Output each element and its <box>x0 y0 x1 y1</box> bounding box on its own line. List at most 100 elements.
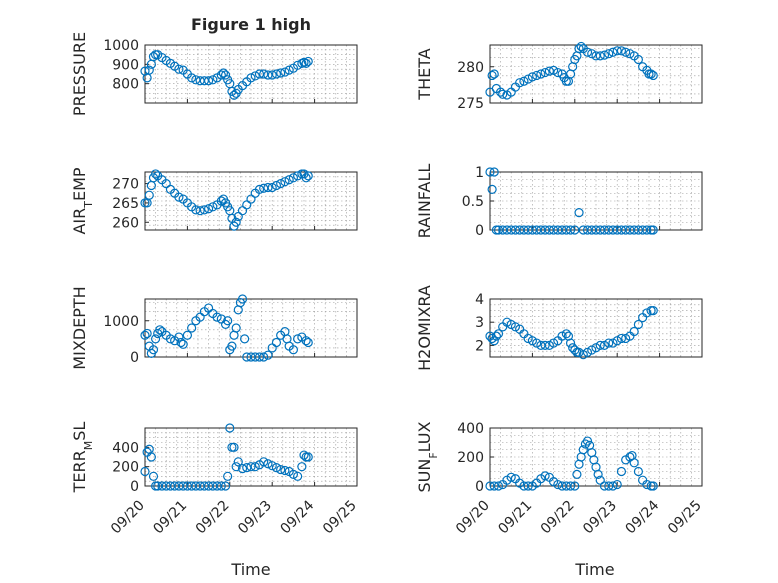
data-point <box>148 471 159 481</box>
data-point <box>616 466 627 477</box>
x-tick-label: 09/22 <box>193 498 233 538</box>
data-point <box>570 481 580 491</box>
y-tick-label: 400 <box>457 421 484 437</box>
data-point <box>246 462 256 472</box>
subplot-h2omixra: 2 3 4 H2OMIXRA <box>415 285 703 371</box>
x-tick-label: 09/24 <box>278 497 318 537</box>
subplot-sun-flux: 0 200 400 09/20 09/21 09/22 09/23 09/24 09/25 SUN… <box>415 421 705 537</box>
data-point <box>174 64 184 74</box>
data-point <box>151 334 161 344</box>
data-point <box>621 47 631 57</box>
x-tick-label: 09/23 <box>235 498 275 538</box>
data-point <box>489 481 499 491</box>
data-point <box>485 167 495 177</box>
subplot-pressure: 800 900 1000 PRESSURE <box>70 32 358 116</box>
x-tick-label: 09/22 <box>538 498 578 538</box>
y-tick-label: 900 <box>112 57 139 73</box>
y-tick-label: 1000 <box>103 314 139 330</box>
x-tick-label: 09/20 <box>453 498 493 538</box>
data-point <box>633 319 644 330</box>
data-point <box>223 316 233 326</box>
y-tick-label: 0 <box>475 223 484 239</box>
y-axis-label: RAINFALL <box>415 164 434 239</box>
y-axis-label: SUNFLUX <box>415 421 440 492</box>
data-point <box>580 439 591 449</box>
data-point <box>142 328 152 339</box>
data-point <box>208 75 218 85</box>
data-point <box>493 329 504 339</box>
data-point <box>246 194 256 204</box>
y-axis-label: TERRMSL <box>70 422 95 494</box>
data-point <box>572 469 582 479</box>
y-tick-label: 0.5 <box>462 194 484 210</box>
data-point <box>233 211 243 222</box>
data-point <box>493 481 504 491</box>
axes-frame <box>144 427 358 487</box>
data-point <box>595 475 605 485</box>
data-point <box>582 436 593 446</box>
data-point <box>187 73 197 83</box>
data-point <box>629 326 639 337</box>
data-point <box>148 345 159 355</box>
data-point <box>240 334 250 344</box>
data-point <box>604 49 614 59</box>
data-point <box>608 47 618 57</box>
x-tick-label: 09/24 <box>623 497 663 537</box>
data-point <box>208 202 218 212</box>
y-tick-label: 3 <box>475 315 484 331</box>
data-point <box>199 205 209 215</box>
data-point <box>237 206 248 216</box>
data-point <box>204 76 214 86</box>
data-point <box>271 463 282 473</box>
data-point <box>297 462 307 472</box>
data-point <box>151 169 161 179</box>
data-point <box>220 481 231 491</box>
data-point <box>246 73 256 83</box>
y-axis-label: THETA <box>415 48 434 100</box>
data-point <box>254 352 265 362</box>
data-point <box>303 171 313 181</box>
x-axis-label-right: Time <box>574 560 614 579</box>
data-point <box>491 331 501 341</box>
data-point <box>212 312 222 322</box>
data-point <box>237 464 248 474</box>
x-tick-label: 09/21 <box>150 498 190 538</box>
data-point <box>532 70 542 81</box>
data-point <box>540 340 550 350</box>
data-point <box>140 466 150 477</box>
data-point <box>301 58 311 68</box>
data-point <box>548 65 559 75</box>
y-tick-label: 1 <box>475 165 484 181</box>
data-point <box>288 469 298 479</box>
data-point <box>515 78 525 88</box>
data-point <box>648 306 658 316</box>
data-point <box>487 184 497 194</box>
data-point <box>176 337 186 348</box>
y-tick-label: 0 <box>130 350 139 366</box>
data-point <box>263 182 273 193</box>
y-tick-label: 200 <box>112 460 139 476</box>
data-point <box>227 341 237 351</box>
data-point <box>280 465 290 476</box>
data-point <box>498 322 508 332</box>
x-tick-label: 09/21 <box>495 498 535 538</box>
data-point <box>155 325 165 335</box>
data-point <box>271 337 282 348</box>
data-point <box>544 66 554 76</box>
data-point <box>204 204 214 214</box>
data-point <box>648 70 658 81</box>
data-point <box>633 54 644 65</box>
data-point <box>638 312 648 323</box>
y-tick-label: 800 <box>112 77 139 93</box>
x-tick-label: 09/20 <box>108 498 148 538</box>
data-point <box>301 173 311 183</box>
subplot-theta: 275 280 THETA <box>415 41 703 112</box>
y-tick-label: 1000 <box>103 38 139 54</box>
data-point <box>489 336 499 346</box>
data-point <box>574 44 584 54</box>
data-point <box>487 70 497 81</box>
data-point <box>229 442 239 452</box>
data-point <box>280 177 290 187</box>
data-point <box>259 457 269 467</box>
